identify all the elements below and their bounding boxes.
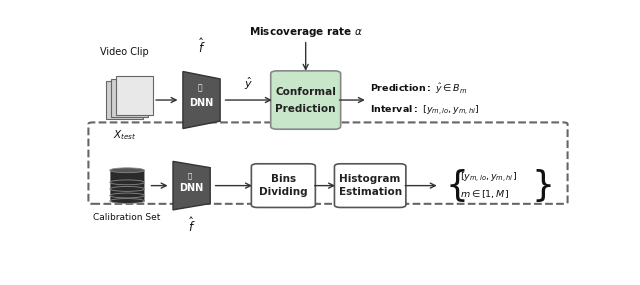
Text: $\hat{y}$: $\hat{y}$ bbox=[244, 76, 253, 92]
Text: Prediction: Prediction bbox=[275, 104, 336, 114]
FancyBboxPatch shape bbox=[88, 123, 568, 204]
Text: $\{$: $\{$ bbox=[445, 167, 465, 204]
FancyBboxPatch shape bbox=[116, 76, 153, 115]
Text: $\mathbf{Prediction:}$ $\hat{y} \in B_m$: $\mathbf{Prediction:}$ $\hat{y} \in B_m$ bbox=[370, 82, 468, 96]
Text: Calibration Set: Calibration Set bbox=[93, 213, 161, 222]
Text: Histogram: Histogram bbox=[339, 174, 401, 184]
Text: $\hat{f}$: $\hat{f}$ bbox=[198, 37, 205, 56]
Text: Estimation: Estimation bbox=[339, 187, 402, 197]
Text: Dividing: Dividing bbox=[259, 187, 308, 197]
Text: $\hat{f}$: $\hat{f}$ bbox=[188, 216, 195, 235]
Text: $[y_{m,lo}, y_{m,hi}]$: $[y_{m,lo}, y_{m,hi}]$ bbox=[460, 170, 517, 184]
Text: $m \in [1, M]$: $m \in [1, M]$ bbox=[460, 188, 509, 200]
Text: 🔒: 🔒 bbox=[188, 172, 192, 179]
FancyBboxPatch shape bbox=[252, 164, 316, 207]
Text: DNN: DNN bbox=[179, 183, 204, 193]
Ellipse shape bbox=[110, 199, 145, 203]
Bar bbox=[110, 170, 145, 201]
Polygon shape bbox=[173, 161, 210, 210]
Ellipse shape bbox=[110, 168, 145, 173]
Text: $\mathbf{Interval:}$ $[y_{m,lo}, y_{m,hi}]$: $\mathbf{Interval:}$ $[y_{m,lo}, y_{m,hi… bbox=[370, 103, 479, 117]
FancyBboxPatch shape bbox=[106, 81, 143, 119]
FancyBboxPatch shape bbox=[335, 164, 406, 207]
Text: DNN: DNN bbox=[189, 98, 214, 108]
FancyBboxPatch shape bbox=[271, 71, 340, 129]
Text: 🔒: 🔒 bbox=[198, 84, 202, 92]
Text: Video Clip: Video Clip bbox=[100, 47, 149, 57]
Text: $X_{test}$: $X_{test}$ bbox=[113, 128, 136, 142]
FancyBboxPatch shape bbox=[111, 79, 148, 117]
Text: $\}$: $\}$ bbox=[531, 167, 552, 204]
Text: Bins: Bins bbox=[271, 174, 296, 184]
Text: Conformal: Conformal bbox=[275, 87, 336, 97]
Polygon shape bbox=[183, 72, 220, 129]
Text: Miscoverage rate $\alpha$: Miscoverage rate $\alpha$ bbox=[249, 25, 362, 38]
